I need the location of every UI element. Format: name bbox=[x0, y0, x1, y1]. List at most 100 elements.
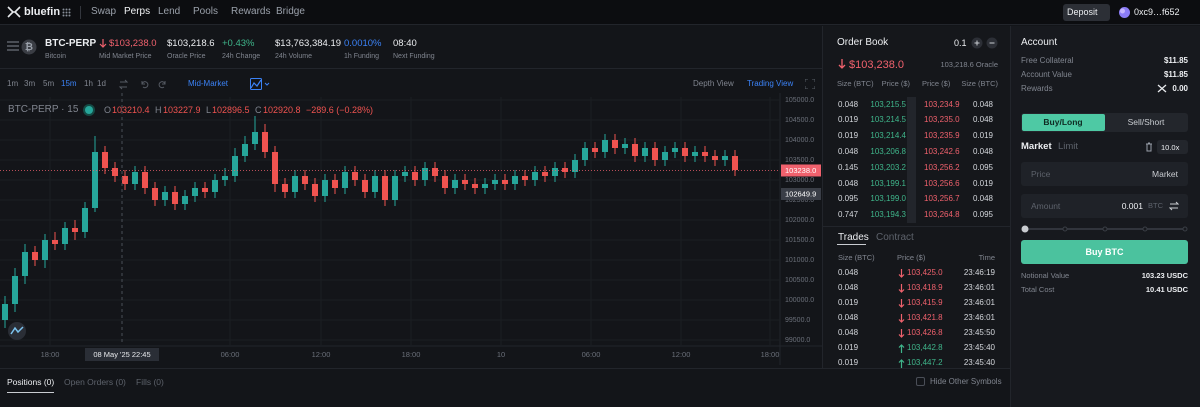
amount-unit: BTC bbox=[1148, 201, 1163, 211]
candle-body bbox=[402, 172, 408, 176]
mid-price: $103,238.0 bbox=[849, 58, 905, 71]
bottom-tab[interactable]: Positions (0) bbox=[7, 376, 55, 387]
x-tick-label: 12:00 bbox=[312, 350, 331, 359]
ask-price: 103,235.0 bbox=[924, 115, 960, 125]
price-source[interactable]: Mid-Market bbox=[188, 79, 229, 88]
side-tab[interactable]: Buy/Long bbox=[1043, 117, 1083, 128]
interval[interactable]: 1d bbox=[97, 79, 106, 88]
nav-item[interactable]: Swap bbox=[91, 6, 117, 17]
bid-price: 103,214.5 bbox=[870, 115, 906, 125]
order-type[interactable]: Market bbox=[1021, 141, 1052, 153]
header-divider bbox=[0, 68, 822, 69]
candle-body bbox=[682, 148, 688, 156]
account-value: $11.85 bbox=[1163, 70, 1188, 79]
submit-label[interactable]: Buy BTC bbox=[1085, 246, 1124, 257]
candle-body bbox=[452, 180, 458, 188]
tv-logo-mark bbox=[10, 326, 24, 335]
account-title: Account bbox=[1021, 37, 1058, 48]
view-toggle[interactable]: Trading View bbox=[747, 79, 794, 88]
bid-price: 103,206.8 bbox=[870, 146, 906, 156]
buy-long-tab[interactable] bbox=[1022, 114, 1105, 131]
y-tick-label: 100000.0 bbox=[785, 297, 814, 304]
nav-item[interactable]: Rewards bbox=[231, 6, 271, 17]
order-type[interactable]: Limit bbox=[1058, 141, 1079, 153]
candle-body bbox=[292, 176, 298, 192]
bottom-tab[interactable]: Open Orders (0) bbox=[64, 376, 126, 387]
trade-arrow bbox=[898, 358, 905, 368]
indicator-icon[interactable] bbox=[250, 78, 270, 90]
trade-arrow bbox=[898, 268, 905, 278]
trades-tab[interactable]: Trades bbox=[838, 232, 869, 243]
candle-body bbox=[482, 184, 488, 188]
interval[interactable]: 5m bbox=[43, 79, 55, 88]
step-buttons[interactable] bbox=[971, 37, 999, 49]
candle-body bbox=[692, 152, 698, 156]
view-toggle[interactable]: Depth View bbox=[693, 79, 734, 88]
candle-body bbox=[502, 180, 508, 184]
positions-underline bbox=[7, 392, 54, 393]
trade-price: 103,447.2 bbox=[907, 358, 943, 367]
candle-body bbox=[632, 144, 638, 156]
candle-body bbox=[352, 172, 358, 180]
x-tick-label: 18:00 bbox=[761, 350, 780, 359]
candle-body bbox=[122, 176, 128, 184]
x-tick-label: 06:00 bbox=[582, 350, 601, 359]
price-input[interactable] bbox=[1021, 162, 1188, 186]
hide-checkbox[interactable] bbox=[916, 377, 925, 386]
stat-label: 24h Change bbox=[222, 52, 261, 60]
candle-body bbox=[162, 192, 168, 200]
candle-body bbox=[522, 176, 528, 180]
menu-icon[interactable] bbox=[7, 41, 19, 51]
nav-item[interactable]: Perps bbox=[124, 6, 151, 17]
interval[interactable]: 1h bbox=[84, 79, 93, 88]
side-tab[interactable]: Sell/Short bbox=[1127, 117, 1165, 128]
trades-tab[interactable]: Contract bbox=[876, 232, 914, 243]
interval[interactable]: 1m bbox=[7, 79, 19, 88]
candle-body bbox=[112, 168, 118, 176]
deposit-label[interactable]: Deposit bbox=[1067, 7, 1098, 17]
trade-arrow bbox=[898, 283, 905, 293]
candle-body bbox=[12, 276, 18, 304]
candle-body bbox=[592, 148, 598, 152]
apps-icon[interactable] bbox=[62, 8, 71, 17]
candle-body bbox=[412, 172, 418, 180]
wallet-address[interactable]: 0xc9…f652 bbox=[1134, 7, 1180, 17]
stat-value: $103,218.6 bbox=[167, 38, 215, 50]
trash-icon[interactable] bbox=[1145, 142, 1153, 152]
nav-item[interactable]: Lend bbox=[158, 6, 181, 17]
symbol-name: Bitcoin bbox=[45, 52, 67, 60]
trade-time: 23:45:40 bbox=[963, 358, 995, 367]
ohlc-key: C bbox=[255, 104, 262, 115]
leverage[interactable]: 10.0x bbox=[1161, 142, 1180, 152]
amount-slider[interactable] bbox=[1020, 224, 1190, 234]
candle-body bbox=[722, 156, 728, 160]
interval[interactable]: 3m bbox=[24, 79, 36, 88]
candle-body bbox=[282, 184, 288, 192]
price-badge-label: 103238.0 bbox=[785, 166, 816, 175]
deposit-button[interactable] bbox=[1063, 4, 1110, 21]
y-tick-label: 103500.0 bbox=[785, 157, 814, 164]
nav-item[interactable]: Bridge bbox=[276, 6, 305, 17]
ask-price: 103,256.2 bbox=[924, 162, 960, 172]
swap-icon[interactable] bbox=[1169, 201, 1179, 211]
amount-input[interactable] bbox=[1021, 194, 1188, 218]
buy-button[interactable] bbox=[1021, 240, 1188, 264]
candle-body bbox=[72, 228, 78, 232]
trade-price: 103,418.9 bbox=[907, 283, 943, 292]
stat-label: 1h Funding bbox=[344, 52, 380, 60]
account-value: 0.00 bbox=[1172, 84, 1188, 93]
orderbook-panel bbox=[822, 26, 1010, 368]
nav-divider bbox=[80, 6, 81, 19]
nav-item[interactable]: Pools bbox=[193, 6, 219, 17]
toolbar-icons[interactable] bbox=[118, 79, 178, 90]
trade-price: 103,426.8 bbox=[907, 328, 943, 337]
hide-symbols[interactable]: Hide Other Symbols bbox=[930, 377, 1002, 386]
interval[interactable]: 15m bbox=[61, 79, 77, 88]
stat-value: 08:40 bbox=[393, 38, 417, 50]
candle-body bbox=[372, 176, 378, 192]
candle-body bbox=[262, 132, 268, 152]
leverage-box[interactable] bbox=[1157, 140, 1188, 154]
bottom-tab[interactable]: Fills (0) bbox=[136, 376, 164, 387]
y-tick-label: 101500.0 bbox=[785, 237, 814, 244]
candle-body bbox=[222, 176, 228, 180]
